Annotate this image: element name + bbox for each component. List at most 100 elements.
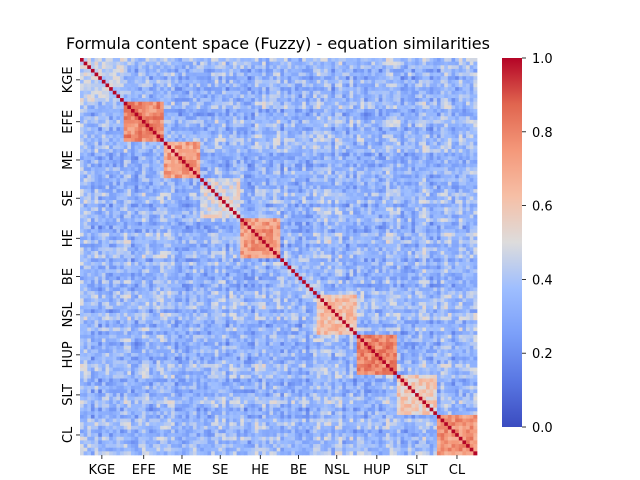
- heatmap-cell: [451, 94, 456, 99]
- heatmap-cell: [462, 138, 467, 143]
- heatmap-cell: [232, 94, 237, 99]
- heatmap-cell: [309, 214, 314, 219]
- heatmap-cell: [411, 185, 416, 190]
- heatmap-cell: [422, 141, 427, 146]
- heatmap-cell: [462, 170, 467, 175]
- heatmap-cell: [232, 170, 237, 175]
- heatmap-cell: [192, 149, 197, 154]
- heatmap-cell: [232, 210, 237, 215]
- heatmap-cell: [112, 141, 117, 146]
- heatmap-cell: [236, 159, 241, 164]
- heatmap-cell: [258, 119, 263, 124]
- heatmap-cell: [222, 112, 227, 117]
- heatmap-cell: [411, 159, 416, 164]
- heatmap-cell: [331, 72, 336, 77]
- heatmap-cell: [225, 196, 230, 201]
- heatmap-cell: [87, 207, 92, 212]
- heatmap-cell: [203, 123, 208, 128]
- heatmap-cell: [171, 200, 176, 205]
- heatmap-cell: [418, 210, 423, 215]
- heatmap-cell: [462, 116, 467, 121]
- heatmap-cell: [415, 174, 420, 179]
- heatmap-cell: [185, 68, 190, 73]
- heatmap-cell: [469, 196, 474, 201]
- heatmap-cell: [251, 79, 256, 84]
- heatmap-cell: [375, 72, 380, 77]
- heatmap-cell: [141, 141, 146, 146]
- heatmap-cell: [291, 101, 296, 106]
- heatmap-cell: [331, 87, 336, 92]
- heatmap-cell: [222, 189, 227, 194]
- heatmap-cell: [349, 83, 354, 88]
- heatmap-cell: [364, 127, 369, 132]
- heatmap-cell: [262, 116, 267, 121]
- heatmap-cell: [353, 98, 358, 103]
- heatmap-cell: [320, 210, 325, 215]
- heatmap-cell: [258, 185, 263, 190]
- heatmap-cell: [313, 79, 318, 84]
- heatmap-cell: [178, 221, 183, 226]
- heatmap-cell: [313, 108, 318, 113]
- heatmap-cell: [189, 210, 194, 215]
- heatmap-cell: [163, 181, 168, 186]
- heatmap-cell: [385, 138, 390, 143]
- heatmap-cell: [342, 101, 347, 106]
- heatmap-cell: [112, 105, 117, 110]
- heatmap-cell: [411, 203, 416, 208]
- heatmap-cell: [367, 112, 372, 117]
- heatmap-cell: [291, 221, 296, 226]
- heatmap-cell: [396, 145, 401, 150]
- heatmap-cell: [298, 138, 303, 143]
- heatmap-cell: [203, 163, 208, 168]
- heatmap-cell: [251, 105, 256, 110]
- heatmap-cell: [364, 196, 369, 201]
- heatmap-cell: [214, 152, 219, 157]
- heatmap-cell: [393, 203, 398, 208]
- heatmap-cell: [400, 65, 405, 70]
- heatmap-cell: [389, 156, 394, 161]
- heatmap-cell: [283, 196, 288, 201]
- heatmap-cell: [156, 189, 161, 194]
- heatmap-cell: [262, 61, 267, 66]
- heatmap-cell: [287, 119, 292, 124]
- heatmap-cell: [127, 196, 132, 201]
- heatmap-cell: [440, 138, 445, 143]
- heatmap-cell: [134, 218, 139, 223]
- heatmap-cell: [160, 178, 165, 183]
- heatmap-cell: [112, 138, 117, 143]
- heatmap-cell: [393, 119, 398, 124]
- heatmap-cell: [280, 83, 285, 88]
- heatmap-cell: [181, 79, 186, 84]
- heatmap-cell: [426, 112, 430, 117]
- heatmap-cell: [447, 174, 452, 179]
- heatmap-cell: [287, 181, 292, 186]
- heatmap-cell: [287, 159, 292, 164]
- heatmap-cell: [167, 181, 172, 186]
- heatmap-cell: [251, 214, 256, 219]
- heatmap-cell: [116, 130, 121, 135]
- heatmap-cell: [418, 68, 423, 73]
- heatmap-cell: [349, 170, 354, 175]
- heatmap-cell: [411, 200, 416, 205]
- heatmap-cell: [338, 152, 343, 157]
- heatmap-cell: [458, 83, 463, 88]
- heatmap-cell: [298, 98, 303, 103]
- heatmap-cell: [356, 116, 361, 121]
- heatmap-cell: [156, 152, 161, 157]
- heatmap-cell: [338, 83, 343, 88]
- heatmap-cell: [356, 167, 361, 172]
- heatmap-cell: [382, 221, 387, 226]
- heatmap-cell: [222, 87, 227, 92]
- heatmap-cell: [98, 76, 103, 81]
- heatmap-cell: [196, 108, 201, 113]
- heatmap-cell: [283, 156, 288, 161]
- heatmap-cell: [225, 123, 230, 128]
- heatmap-cell: [120, 221, 125, 226]
- heatmap-cell: [94, 138, 99, 143]
- heatmap-cell: [156, 58, 161, 62]
- heatmap-cell: [294, 203, 299, 208]
- heatmap-cell: [134, 112, 139, 117]
- heatmap-cell: [105, 149, 110, 154]
- heatmap-cell: [83, 145, 88, 150]
- heatmap-cell: [309, 156, 314, 161]
